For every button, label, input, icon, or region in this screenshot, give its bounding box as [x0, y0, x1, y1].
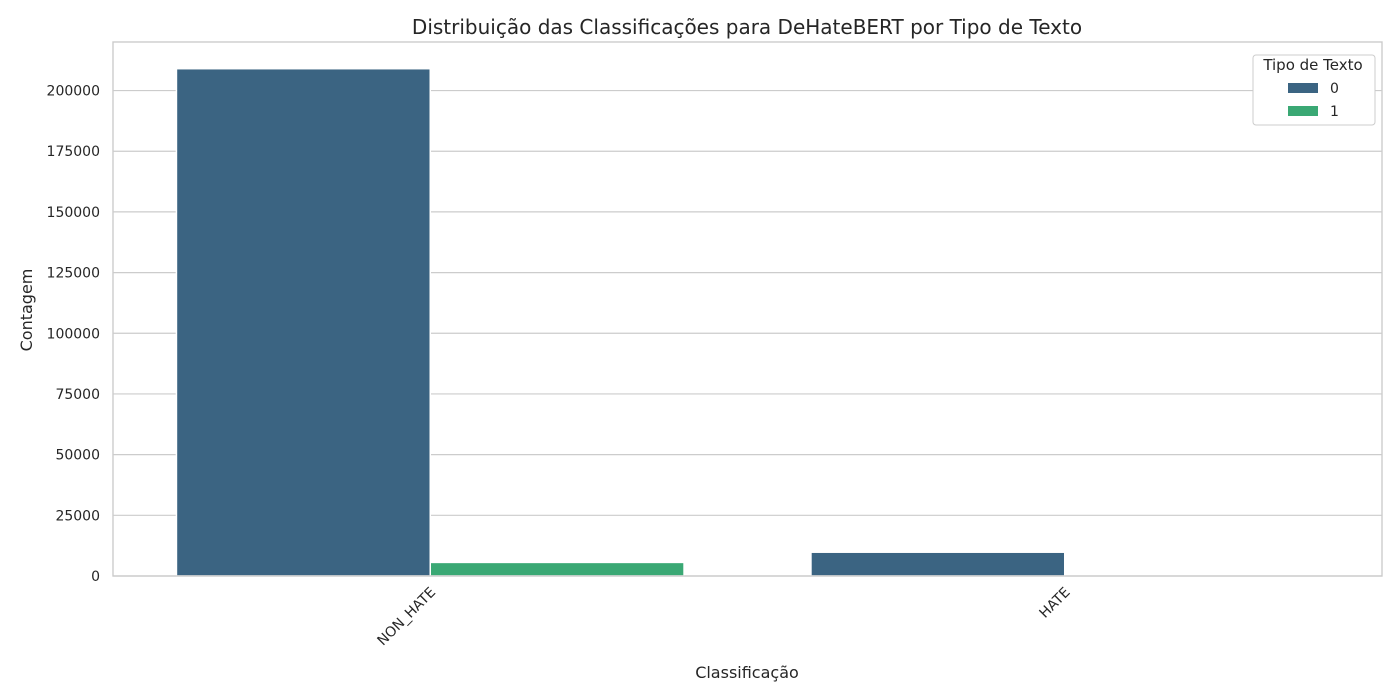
legend-label: 0	[1330, 81, 1339, 97]
y-tick-label: 175000	[47, 144, 100, 160]
y-tick-label: 25000	[55, 508, 100, 524]
x-axis-label: Classificação	[695, 663, 799, 682]
y-axis-label: Contagem	[17, 269, 36, 352]
y-tick-label: 50000	[55, 448, 100, 464]
legend: Tipo de Texto 0 1	[1252, 54, 1376, 126]
y-tick-label: 0	[91, 569, 100, 585]
chart-title: Distribuição das Classificações para DeH…	[412, 15, 1082, 39]
y-tick-labels: 0 25000 50000 75000 100000 125000 150000 175000…	[47, 84, 100, 585]
y-tick-label: 200000	[47, 84, 100, 100]
y-tick-label: 100000	[47, 326, 100, 342]
legend-title: Tipo de Texto	[1262, 56, 1362, 74]
bar	[429, 561, 685, 577]
bar	[810, 551, 1066, 577]
bar	[175, 67, 431, 577]
legend-swatch	[1288, 106, 1318, 116]
bars	[175, 67, 1066, 577]
plot-frame	[112, 41, 1383, 577]
y-tick-label: 150000	[47, 205, 100, 221]
y-tick-label: 75000	[55, 387, 100, 403]
y-tick-label: 125000	[47, 266, 100, 282]
legend-swatch	[1288, 83, 1318, 93]
legend-label: 1	[1330, 104, 1339, 120]
